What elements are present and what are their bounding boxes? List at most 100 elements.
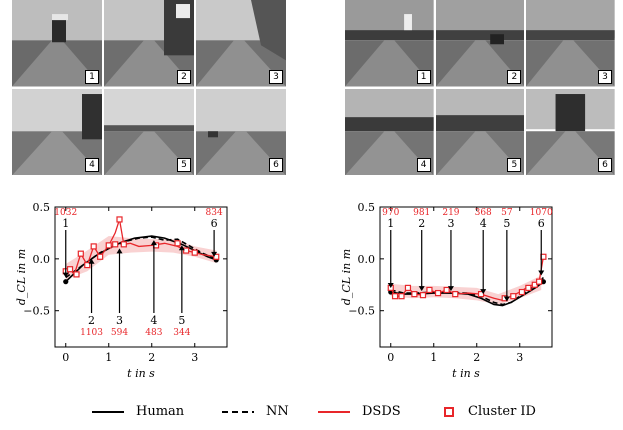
arrow-head xyxy=(116,248,123,254)
x-tick-label: 0 xyxy=(62,351,69,364)
cluster-id-label: 219 xyxy=(442,208,459,218)
road-image xyxy=(526,88,615,175)
y-tick-label: 0.5 xyxy=(33,201,51,214)
arrow-head xyxy=(418,286,425,292)
cluster-id-marker xyxy=(398,293,405,300)
road-image xyxy=(196,88,286,175)
cluster-id-marker xyxy=(66,266,74,273)
cluster-id-label: 970 xyxy=(382,208,399,218)
frame-number: 5 xyxy=(507,158,522,172)
road-image xyxy=(104,0,194,87)
legend-item-cluster: Cluster ID xyxy=(442,404,536,419)
road-image xyxy=(435,88,525,175)
human-start-point xyxy=(63,279,69,285)
frame-number: 4 xyxy=(85,158,99,172)
cluster-id-marker xyxy=(518,288,525,296)
legend-line-solid xyxy=(92,410,124,413)
y-tick-label: −0.5 xyxy=(23,305,50,318)
frame-number: 1 xyxy=(85,69,99,84)
cluster-id-marker xyxy=(105,242,112,249)
road-image xyxy=(345,88,434,175)
frame-number: 4 xyxy=(416,158,431,172)
cluster-id-marker xyxy=(434,289,442,297)
cluster-id-marker xyxy=(174,240,181,247)
x-tick-label: 3 xyxy=(191,351,198,364)
arrow-head xyxy=(503,296,510,302)
arrow-head xyxy=(211,251,218,257)
y-tick-label: 0.5 xyxy=(358,201,376,214)
legend-label: DSDS xyxy=(362,404,401,419)
frame-number: 2 xyxy=(177,69,191,84)
plot-frame xyxy=(379,206,553,348)
cluster-id-marker xyxy=(452,291,459,298)
legend-marker-square xyxy=(444,406,454,417)
cluster-id-marker xyxy=(510,293,517,300)
x-tick-label: 0 xyxy=(387,351,394,364)
cluster-id-marker xyxy=(120,241,127,248)
x-tick-label: 1 xyxy=(105,351,112,364)
plot-frame xyxy=(54,206,228,348)
frame-number: 6 xyxy=(269,158,283,172)
event-number: 2 xyxy=(88,314,95,327)
event-number: 3 xyxy=(116,314,123,327)
dsds-variance-band xyxy=(390,275,542,305)
left-frame-4: 4 xyxy=(12,88,102,175)
arrow-head xyxy=(447,286,454,292)
cluster-id-marker xyxy=(183,247,190,254)
arrow-head xyxy=(178,245,185,251)
frame-number: 6 xyxy=(597,158,612,172)
right-frame-1: 1 xyxy=(345,0,434,87)
right-road-image-grid: 1 2 3 4 5 6 xyxy=(345,0,615,175)
left-road-image-grid: 1 2 3 4 5 xyxy=(12,0,286,175)
cluster-id-label: 57 xyxy=(501,208,513,218)
cluster-id-marker xyxy=(90,243,97,250)
right-frame-4: 4 xyxy=(345,88,434,175)
cluster-id-label: 1070 xyxy=(530,208,553,218)
arrow-head xyxy=(62,272,69,278)
cluster-id-label: 1032 xyxy=(54,208,77,218)
x-axis-label: t in s xyxy=(127,367,155,380)
event-number: 5 xyxy=(503,217,510,230)
cluster-id-marker xyxy=(97,253,104,260)
cluster-id-label: 1103 xyxy=(80,328,103,338)
cluster-id-marker xyxy=(84,261,91,269)
y-axis-label: d_CL in m xyxy=(340,249,353,305)
x-tick-label: 1 xyxy=(430,351,437,364)
legend-line-dashed xyxy=(222,410,254,413)
cluster-id-marker xyxy=(419,292,427,299)
cluster-id-label: 834 xyxy=(206,208,223,218)
arrow-head xyxy=(88,258,95,264)
legend-item-dsds: DSDS xyxy=(318,404,401,419)
arrow-head xyxy=(150,240,157,246)
event-number: 4 xyxy=(150,314,157,327)
event-number: 2 xyxy=(418,217,425,230)
x-tick-label: 2 xyxy=(148,351,155,364)
cluster-id-label: 981 xyxy=(413,208,430,218)
y-tick-label: 0.0 xyxy=(33,253,51,266)
frame-number: 5 xyxy=(177,158,191,172)
left-frame-3: 3 xyxy=(196,0,286,87)
right-frame-5: 5 xyxy=(435,88,525,175)
legend-item-nn: NN xyxy=(222,404,289,419)
arrow-head xyxy=(538,270,545,276)
cluster-id-marker xyxy=(391,293,399,300)
cluster-id-label: 344 xyxy=(173,328,190,338)
cluster-id-marker xyxy=(213,253,220,260)
road-image xyxy=(12,0,102,87)
frame-number: 3 xyxy=(597,69,612,84)
cluster-id-marker xyxy=(443,286,450,294)
cluster-id-label: 368 xyxy=(475,208,492,218)
left-frame-5: 5 xyxy=(104,88,194,175)
event-number: 1 xyxy=(387,217,394,230)
x-tick-label: 2 xyxy=(473,351,480,364)
cluster-id-label: 483 xyxy=(145,328,162,338)
left-frame-6: 6 xyxy=(196,88,286,175)
right-frame-2: 2 xyxy=(435,0,525,87)
road-image xyxy=(104,88,194,175)
right-lane-offset-chart: 0 1 2 30.50.0−0.5t in sd_CL in m97019812219… xyxy=(340,201,553,380)
frame-number: 2 xyxy=(507,69,522,84)
left-frame-2: 2 xyxy=(104,0,194,87)
legend-label: NN xyxy=(266,404,289,419)
cluster-id-marker xyxy=(536,278,543,285)
y-tick-label: 0.0 xyxy=(358,253,376,266)
